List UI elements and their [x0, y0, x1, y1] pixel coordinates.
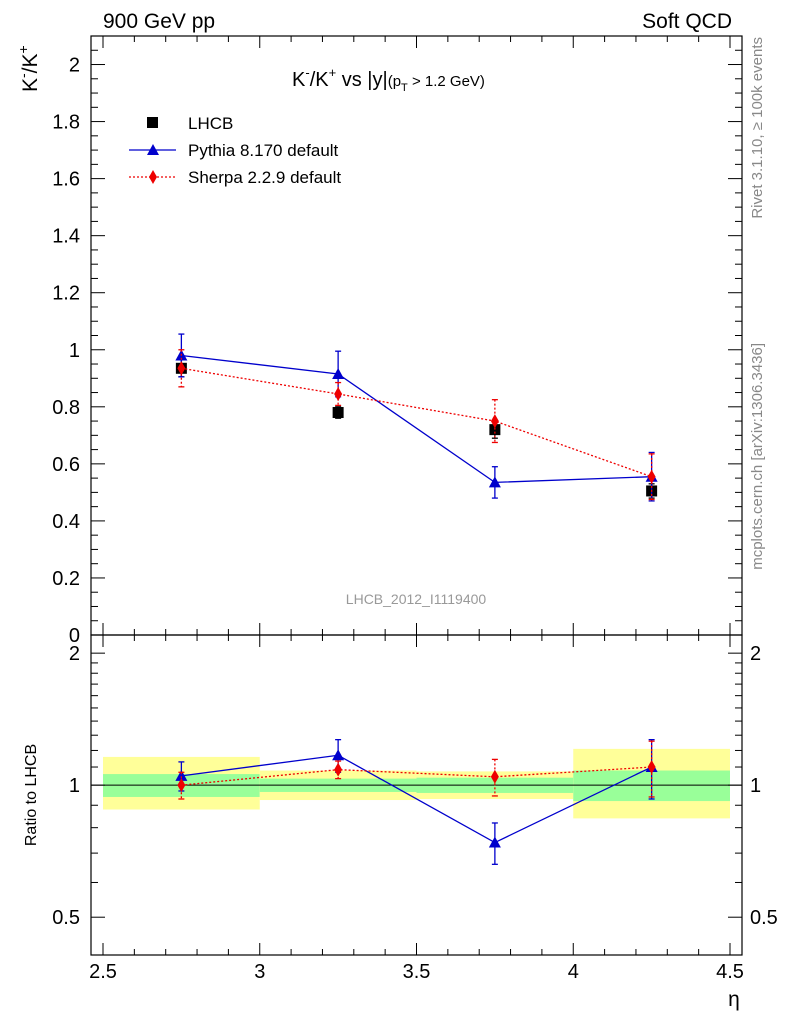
legend-marker-pythia [147, 144, 159, 155]
ratio-series-line [181, 754, 652, 844]
x-tick-label: 4 [568, 961, 579, 983]
ratio-uncertainty-bands [91, 748, 742, 819]
main-data-point-triangle [332, 368, 345, 380]
ratio-data-point-triangle [175, 769, 188, 781]
title-cond-open: (p [388, 73, 401, 90]
analysis-watermark: LHCB_2012_I1119400 [346, 591, 487, 607]
mcplots-label: mcplots.cern.ch [arXiv:1306.3436] [749, 343, 766, 570]
y-tick-label: 2 [69, 55, 80, 77]
ratio-data-point-diamond [334, 762, 343, 777]
title-vs-y: vs |y| [336, 69, 388, 91]
main-chart-title: K-/K+ vs |y|(pT > 1.2 GeV) [292, 65, 485, 94]
ratio-series-line [181, 766, 652, 786]
title-cond-rest: > 1.2 GeV) [408, 73, 485, 90]
title-sup-plus: + [329, 65, 337, 80]
data-series [175, 333, 658, 865]
legend-label-pythia: Pythia 8.170 default [188, 141, 339, 160]
legend-marker-lhcb [147, 117, 158, 128]
main-data-point-square [332, 407, 344, 419]
legend-label-sherpa: Sherpa 2.2.9 default [188, 168, 341, 187]
header-right-label: Soft QCD [642, 10, 732, 33]
x-tick-label: 2.5 [89, 961, 117, 983]
title-k: K [292, 69, 306, 91]
ratio-data-point-triangle [332, 749, 345, 761]
main-series-line [181, 367, 652, 478]
ratio-y-tick-label: 1 [69, 775, 80, 797]
x-tick-label: 3.5 [403, 961, 431, 983]
main-data-point-diamond [490, 414, 499, 429]
ratio-ylabel: Ratio to LHCB [23, 744, 40, 846]
tick-labels: 2.5 3 3.5 4 4.5 0 0.2 0.4 0.6 0.8 1 1.2 1.4 1.6 1.8 2 0.… [52, 55, 778, 983]
title-cond-sub: T [401, 82, 408, 94]
ratio-y-tick-label-right: 0.5 [750, 907, 778, 929]
rivet-label: Rivet 3.1.10, ≥ 100k events [749, 37, 766, 219]
ratio-data-point-triangle [488, 836, 501, 848]
title-slash-k: /K [310, 69, 330, 91]
header-left-label: 900 GeV pp [103, 10, 215, 33]
y-tick-label: 1.6 [52, 169, 80, 191]
y-tick-label: 1.2 [52, 283, 80, 305]
legend-label-lhcb: LHCB [188, 114, 233, 133]
ylabel-sup-minus: - [15, 73, 31, 78]
y-tick-label: 0.8 [52, 397, 80, 419]
main-data-point-diamond [647, 469, 656, 484]
x-tick-label: 3 [254, 961, 265, 983]
y-tick-label: 0.4 [52, 511, 80, 533]
ratio-xlabel: η [728, 988, 740, 1011]
y-tick-label: 1.8 [52, 112, 80, 134]
main-series-sherpa-2-2-9-default [177, 349, 656, 501]
y-tick-label: 0 [69, 625, 80, 647]
main-ylabel: K-/K+ [15, 45, 42, 92]
y-tick-label: 0.2 [52, 568, 80, 590]
main-data-point-diamond [334, 386, 343, 401]
main-data-point-triangle [488, 476, 501, 488]
ylabel-k: K [19, 78, 42, 92]
ylabel-sup-plus: + [15, 45, 31, 53]
ratio-y-tick-label-right: 1 [750, 775, 761, 797]
axes-frames [90, 35, 743, 956]
ylabel-slash-k: /K [19, 53, 42, 73]
ratio-y-tick-label: 2 [69, 643, 80, 665]
y-tick-label: 1 [69, 340, 80, 362]
x-tick-label: 4.5 [716, 961, 744, 983]
legend: LHCB Pythia 8.170 default Sherpa 2.2.9 d… [129, 114, 341, 187]
title-sup-minus: - [305, 65, 309, 80]
main-series-pythia-8-170-default [175, 333, 658, 502]
ratio-series-sherpa-2-2-9-default [177, 740, 656, 800]
ratio-y-tick-label: 0.5 [52, 907, 80, 929]
ratio-data-point-diamond [647, 760, 656, 775]
ratio-data-point-diamond [177, 778, 186, 793]
ratio-data-point-diamond [490, 769, 499, 784]
ratio-y-tick-label-right: 2 [750, 643, 761, 665]
y-tick-label: 0.6 [52, 454, 80, 476]
legend-marker-sherpa [149, 170, 157, 184]
main-series-line [181, 354, 652, 484]
svg-text:K-/K+: K-/K+ [15, 45, 42, 92]
main-data-point-diamond [177, 361, 186, 376]
y-tick-label: 1.4 [52, 226, 80, 248]
